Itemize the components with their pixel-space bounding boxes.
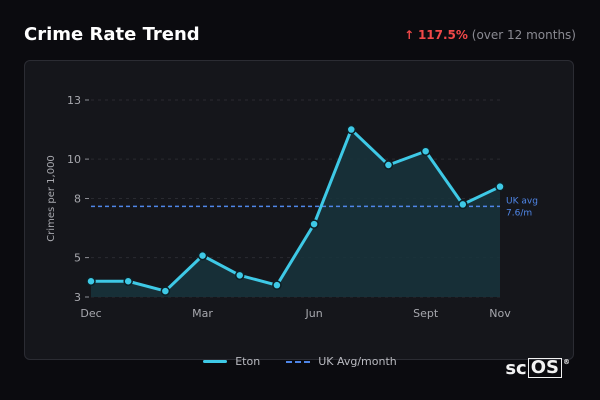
y-tick-label: 3	[74, 291, 81, 304]
data-point-oct	[458, 199, 468, 210]
data-point-nov	[495, 181, 505, 192]
x-tick-label: Sept	[413, 307, 439, 320]
data-point-feb	[160, 286, 171, 296]
legend-average-label: UK Avg/month	[318, 355, 397, 368]
y-axis-label: Crimes per 1,000	[46, 155, 57, 242]
legend-item-average[interactable]: UK Avg/month	[286, 355, 397, 368]
change-period: (over 12 months)	[471, 28, 576, 42]
legend-item-series[interactable]: Eton	[203, 355, 260, 368]
dashed-line-swatch-icon	[286, 360, 311, 363]
change-percent: 117.5%	[417, 28, 468, 42]
data-point-aug	[383, 160, 394, 170]
data-point-jan	[123, 276, 133, 286]
solid-line-swatch-icon	[203, 360, 228, 363]
logo-text: sc	[505, 358, 527, 379]
x-tick-label: Dec	[80, 307, 101, 320]
series-line-eton	[89, 128, 502, 293]
series-area-fill	[91, 129, 500, 297]
data-point-sept	[420, 146, 431, 156]
data-point-jun	[309, 219, 319, 229]
data-point-dec	[86, 276, 96, 286]
chart-legend: Eton UK Avg/month	[0, 355, 600, 368]
y-tick-label: 8	[74, 193, 81, 206]
data-point-apr	[234, 270, 245, 281]
trend-change-indicator: ↑ 117.5% (over 12 months)	[404, 28, 576, 42]
up-arrow-icon: ↑	[404, 28, 415, 42]
logo-registered-mark: ®	[563, 358, 570, 366]
data-point-may	[272, 280, 282, 290]
data-point-mar	[197, 250, 208, 261]
x-tick-label: Mar	[192, 307, 213, 320]
uk-average-label-line1: UK avg	[506, 196, 538, 206]
y-tick-label: 10	[67, 153, 81, 166]
data-point-jul	[346, 124, 357, 135]
scos-logo: sc OS ®	[505, 358, 570, 379]
x-tick-label: Jun	[304, 307, 322, 320]
x-tick-label: Nov	[489, 307, 511, 320]
logo-boxed-text: OS	[527, 358, 562, 378]
chart-title: Crime Rate Trend	[24, 24, 200, 45]
legend-series-label: Eton	[235, 355, 261, 368]
y-tick-label: 5	[74, 252, 81, 265]
y-tick-label: 13	[67, 94, 81, 107]
uk-average-label-line2: 7.6/m	[506, 208, 532, 218]
